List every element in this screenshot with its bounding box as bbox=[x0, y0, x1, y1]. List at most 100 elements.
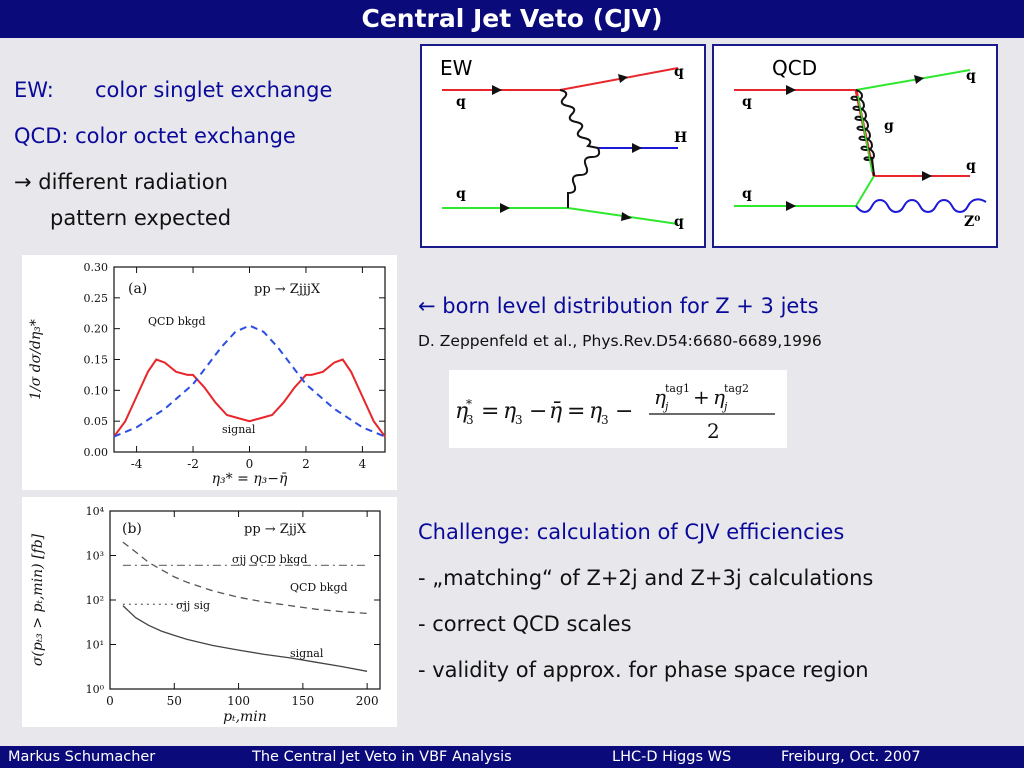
y-tick-label: 10² bbox=[86, 594, 104, 607]
challenge-bullet-2: - correct QCD scales bbox=[418, 612, 632, 636]
x-tick-label: 100 bbox=[227, 694, 250, 708]
process-label: pp → ZjjX bbox=[244, 522, 307, 537]
y-tick-label: 10⁰ bbox=[86, 683, 105, 696]
qcd-diagram-svg bbox=[734, 69, 987, 213]
annotation-qcd: QCD bkgd bbox=[148, 315, 206, 328]
x-tick-label: 2 bbox=[302, 457, 310, 471]
annotation-sigma_jj_sig: σjj sig bbox=[176, 599, 210, 612]
series-qcd-bkgd bbox=[122, 541, 368, 615]
formula-j2: j bbox=[721, 400, 728, 413]
formula-denominator: 2 bbox=[707, 419, 720, 443]
panel-label: (b) bbox=[122, 521, 142, 537]
y-tick-label: 0.05 bbox=[84, 415, 109, 428]
annotation-sigma_jj_qcd: σjj QCD bkgd bbox=[232, 553, 307, 566]
formula-etaj1: η bbox=[654, 385, 666, 409]
radiation-line-1: → different radiation bbox=[14, 170, 228, 194]
formula-eq1: = bbox=[481, 399, 499, 424]
formula-tag2: tag2 bbox=[724, 382, 749, 395]
ew-q-in-top: q bbox=[456, 94, 466, 110]
formula-eta3b: η bbox=[589, 399, 602, 424]
challenge-bullet-1: - „matching“ of Z+2j and Z+3j calculatio… bbox=[418, 566, 874, 590]
x-tick-label: 4 bbox=[359, 457, 367, 471]
qcd-description: QCD: color octet exchange bbox=[14, 124, 296, 148]
eta-formula: η * 3 = η 3 − η̄ = η 3 − η tag1 j + η ta… bbox=[449, 370, 787, 448]
x-axis-label: pₜ,min bbox=[223, 709, 267, 725]
formula-tag1: tag1 bbox=[665, 382, 690, 395]
ew-q-out-top: q bbox=[674, 64, 684, 80]
qcd-feynman-diagram: QCD q q q q g Z⁰ bbox=[712, 44, 998, 248]
ew-higgs-label: H bbox=[674, 130, 688, 146]
panel-label: (a) bbox=[128, 281, 147, 297]
challenge-bullet-3: - validity of approx. for phase space re… bbox=[418, 658, 869, 682]
chart-b-panel: 0 50 100 150 200 10⁰ 10¹ 10² 10³ 10⁴ (b) pp → ZjjX p… bbox=[22, 497, 397, 727]
x-tick-label: 0 bbox=[246, 457, 254, 471]
formula-eq2: = bbox=[567, 399, 585, 424]
ew-q-out-bottom: q bbox=[674, 214, 684, 230]
formula-eta3star: η bbox=[455, 399, 468, 424]
x-tick-label: 50 bbox=[167, 694, 182, 708]
formula-j1: j bbox=[662, 400, 669, 413]
qcd-diagram-title: QCD bbox=[772, 56, 818, 80]
qcd-q-in-bottom: q bbox=[742, 186, 752, 202]
slide-title: Central Jet Veto (CJV) bbox=[0, 0, 1024, 38]
x-tick-label: 150 bbox=[291, 694, 314, 708]
series-signal bbox=[113, 358, 386, 438]
qcd-gluon-label: g bbox=[884, 118, 894, 134]
reference-citation: D. Zeppenfeld et al., Phys.Rev.D54:6680-… bbox=[418, 332, 822, 350]
y-tick-label: 0.20 bbox=[84, 323, 109, 336]
formula-minus2: − bbox=[615, 399, 633, 424]
y-tick-label: 10¹ bbox=[86, 639, 104, 652]
ew-label: EW: bbox=[14, 78, 54, 102]
footer-talk-title: The Central Jet Veto in VBF Analysis bbox=[252, 749, 512, 765]
ew-q-in-bottom: q bbox=[456, 186, 466, 202]
y-tick-label: 10⁴ bbox=[86, 505, 105, 518]
qcd-z-label: Z⁰ bbox=[964, 214, 981, 230]
x-tick-label: 200 bbox=[356, 694, 379, 708]
y-tick-label: 0.10 bbox=[84, 384, 109, 397]
x-tick-label: 0 bbox=[106, 694, 114, 708]
chart-a-panel: -4 -2 0 2 4 0.00 0.05 0.10 0.15 0.20 0.25 0.30 (a) pp… bbox=[22, 255, 397, 490]
series-qcd-bkgd bbox=[113, 324, 386, 438]
formula-etaj2: η bbox=[713, 385, 725, 409]
ew-diagram-svg bbox=[442, 67, 679, 225]
y-tick-label: 0.00 bbox=[84, 446, 109, 459]
formula-eta3: η bbox=[503, 399, 516, 424]
y-axis-label: 1/σ dσ/dη₃* bbox=[28, 319, 44, 400]
chart-a-svg: -4 -2 0 2 4 0.00 0.05 0.10 0.15 0.20 0.25 0.30 (a) pp… bbox=[28, 261, 386, 487]
plot-frame bbox=[109, 510, 381, 690]
qcd-q-out-mid: q bbox=[966, 158, 976, 174]
annotation-signal: signal bbox=[290, 647, 324, 660]
ew-diagram-title: EW bbox=[440, 56, 473, 80]
y-tick-label: 0.15 bbox=[84, 354, 109, 367]
formula-sub3: 3 bbox=[466, 413, 474, 427]
footer-bar: Markus Schumacher The Central Jet Veto i… bbox=[0, 746, 1024, 768]
series-signal bbox=[122, 605, 368, 672]
qcd-q-out-top: q bbox=[966, 68, 976, 84]
y-axis-label: σ(pₜ₃ > pₜ,min) [fb] bbox=[30, 533, 46, 666]
qcd-q-in-top: q bbox=[742, 94, 752, 110]
x-tick-label: -4 bbox=[131, 457, 143, 471]
y-tick-label: 0.30 bbox=[84, 261, 109, 274]
x-tick-label: -2 bbox=[187, 457, 199, 471]
annotation-signal: signal bbox=[222, 423, 256, 436]
footer-author: Markus Schumacher bbox=[8, 749, 156, 765]
formula-minus1: − bbox=[529, 399, 547, 424]
y-tick-label: 10³ bbox=[86, 550, 104, 563]
eta-formula-svg: η * 3 = η 3 − η̄ = η 3 − η tag1 j + η ta… bbox=[455, 382, 775, 443]
formula-etabar: η̄ bbox=[549, 399, 562, 424]
challenge-title: Challenge: calculation of CJV efficienci… bbox=[418, 520, 845, 544]
x-axis-label: η₃* = η₃−η̄ bbox=[212, 471, 288, 487]
y-tick-label: 0.25 bbox=[84, 292, 109, 305]
formula-plus: + bbox=[693, 385, 710, 409]
chart-b-svg: 0 50 100 150 200 10⁰ 10¹ 10² 10³ 10⁴ (b) pp → ZjjX p… bbox=[30, 505, 381, 725]
formula-eta3-sub: 3 bbox=[515, 413, 523, 427]
footer-place-date: Freiburg, Oct. 2007 bbox=[781, 749, 921, 765]
annotation-qcd: QCD bkgd bbox=[290, 581, 348, 594]
born-level-line: ← born level distribution for Z + 3 jets bbox=[418, 294, 819, 318]
ew-description: color singlet exchange bbox=[95, 78, 333, 102]
ew-feynman-diagram: EW q q q q H bbox=[420, 44, 706, 248]
process-label: pp → ZjjjX bbox=[254, 282, 321, 297]
footer-workshop: LHC-D Higgs WS bbox=[612, 749, 732, 765]
formula-eta3b-sub: 3 bbox=[601, 413, 609, 427]
radiation-line-2: pattern expected bbox=[50, 206, 232, 230]
